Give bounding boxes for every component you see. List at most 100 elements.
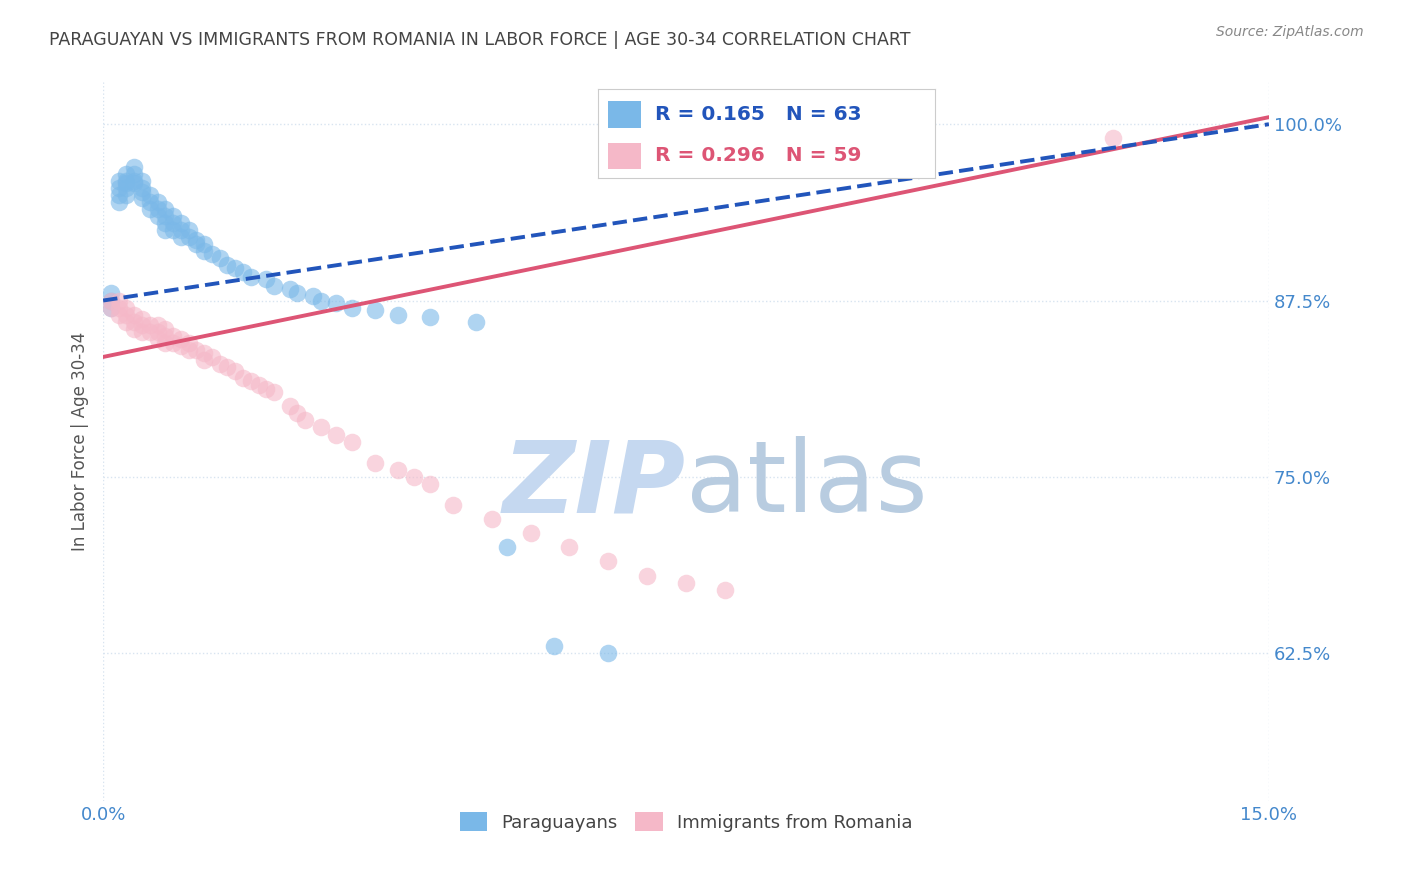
Point bbox=[263, 385, 285, 400]
Point bbox=[100, 301, 122, 315]
Point bbox=[162, 209, 184, 223]
Point bbox=[155, 209, 177, 223]
Point bbox=[131, 318, 153, 332]
FancyBboxPatch shape bbox=[607, 101, 641, 128]
Point bbox=[481, 512, 503, 526]
Point bbox=[419, 476, 441, 491]
Point bbox=[146, 202, 169, 216]
Point bbox=[122, 315, 145, 329]
Text: Source: ZipAtlas.com: Source: ZipAtlas.com bbox=[1216, 25, 1364, 39]
Point bbox=[239, 374, 262, 388]
Point bbox=[543, 639, 565, 653]
Text: PARAGUAYAN VS IMMIGRANTS FROM ROMANIA IN LABOR FORCE | AGE 30-34 CORRELATION CHA: PARAGUAYAN VS IMMIGRANTS FROM ROMANIA IN… bbox=[49, 31, 911, 49]
Point bbox=[139, 325, 162, 339]
Point bbox=[122, 174, 145, 188]
Point bbox=[155, 335, 177, 350]
Point bbox=[364, 303, 387, 318]
Text: ZIP: ZIP bbox=[503, 436, 686, 533]
Point bbox=[107, 301, 129, 315]
Point bbox=[139, 194, 162, 209]
Point bbox=[131, 311, 153, 326]
Point bbox=[254, 272, 277, 286]
Point bbox=[100, 293, 122, 308]
Point bbox=[122, 308, 145, 322]
Point bbox=[107, 194, 129, 209]
Point bbox=[162, 216, 184, 230]
Point bbox=[155, 216, 177, 230]
Point bbox=[155, 322, 177, 336]
Point bbox=[177, 223, 200, 237]
Point bbox=[122, 177, 145, 191]
Point bbox=[325, 427, 347, 442]
Point bbox=[208, 357, 231, 371]
Point bbox=[162, 223, 184, 237]
Point bbox=[177, 343, 200, 357]
Point bbox=[340, 434, 363, 449]
Point bbox=[107, 180, 129, 194]
Point bbox=[598, 554, 620, 568]
Point bbox=[131, 325, 153, 339]
Point bbox=[115, 174, 138, 188]
Point bbox=[100, 286, 122, 301]
Point bbox=[170, 223, 193, 237]
Point bbox=[155, 223, 177, 237]
Point bbox=[224, 364, 246, 378]
Point bbox=[177, 335, 200, 350]
Point bbox=[115, 187, 138, 202]
Point bbox=[115, 167, 138, 181]
Point bbox=[441, 498, 464, 512]
Point bbox=[402, 470, 425, 484]
Point bbox=[193, 244, 215, 259]
Point bbox=[155, 202, 177, 216]
Point bbox=[364, 456, 387, 470]
Point bbox=[146, 332, 169, 346]
Point bbox=[107, 293, 129, 308]
Point bbox=[186, 343, 208, 357]
Point bbox=[387, 463, 409, 477]
Point bbox=[247, 378, 270, 392]
Point bbox=[558, 541, 581, 555]
Point bbox=[232, 265, 254, 279]
Point bbox=[193, 345, 215, 359]
Point bbox=[254, 383, 277, 397]
Point bbox=[139, 187, 162, 202]
Point bbox=[208, 251, 231, 265]
Point bbox=[217, 258, 239, 272]
Point bbox=[325, 296, 347, 310]
Point bbox=[139, 202, 162, 216]
Point bbox=[309, 420, 332, 434]
Point bbox=[162, 328, 184, 343]
Point bbox=[714, 582, 737, 597]
Point bbox=[201, 350, 224, 364]
Point bbox=[115, 308, 138, 322]
Point bbox=[146, 325, 169, 339]
Point bbox=[1102, 131, 1125, 145]
Point bbox=[100, 301, 122, 315]
Point bbox=[675, 575, 697, 590]
Point bbox=[239, 269, 262, 284]
Point bbox=[131, 190, 153, 204]
Point bbox=[115, 315, 138, 329]
Point bbox=[170, 216, 193, 230]
Point bbox=[193, 237, 215, 252]
Point bbox=[294, 413, 316, 427]
Point bbox=[139, 318, 162, 332]
Point bbox=[278, 282, 301, 296]
Point bbox=[146, 194, 169, 209]
Point bbox=[115, 180, 138, 194]
Text: R = 0.296   N = 59: R = 0.296 N = 59 bbox=[655, 145, 862, 165]
Point bbox=[100, 293, 122, 308]
Point bbox=[162, 335, 184, 350]
Point bbox=[598, 646, 620, 660]
Point bbox=[309, 293, 332, 308]
Point bbox=[131, 174, 153, 188]
Point bbox=[519, 526, 541, 541]
Point bbox=[155, 328, 177, 343]
Point bbox=[186, 233, 208, 247]
Point bbox=[131, 185, 153, 199]
Point bbox=[193, 352, 215, 367]
Point bbox=[146, 318, 169, 332]
Point bbox=[131, 180, 153, 194]
Point bbox=[122, 322, 145, 336]
Point bbox=[122, 167, 145, 181]
